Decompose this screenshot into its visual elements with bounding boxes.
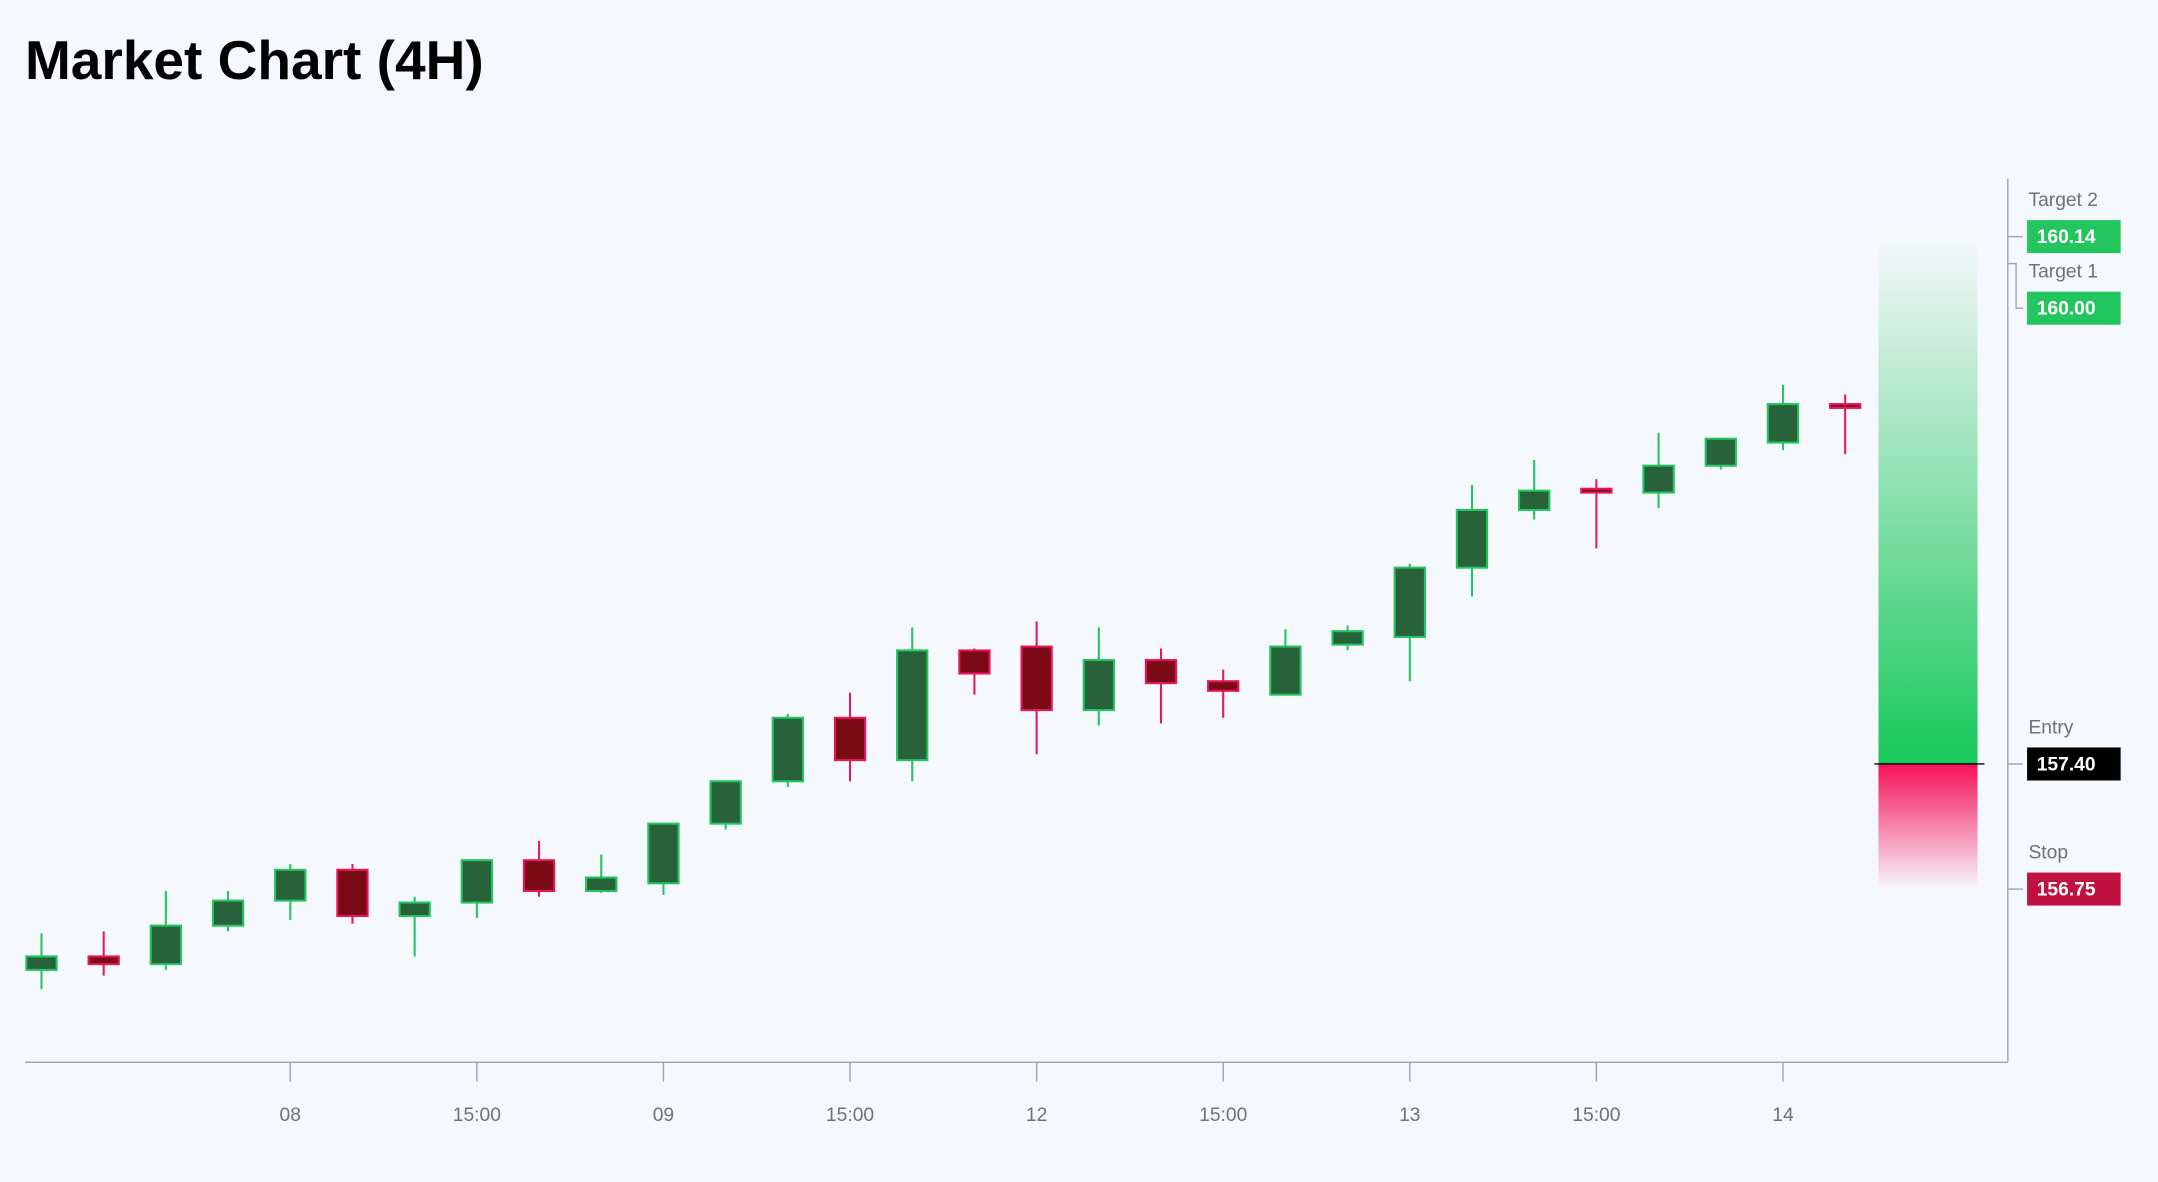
candle-body [1455,508,1489,569]
level-value: 157.40 [2037,754,2096,775]
candle-body [1704,437,1737,467]
candle-body [1144,659,1178,685]
level-badge [2027,747,2121,781]
candle-body [896,649,929,762]
level-value: 160.00 [2037,299,2096,320]
level-badge [2027,220,2121,254]
profit-zone [1878,236,1978,764]
candle-body [1393,566,1426,638]
candle-body [833,716,867,762]
x-tick-label: 08 [280,1105,301,1126]
candle-body [1207,680,1240,692]
x-tick-label: 12 [1026,1105,1047,1126]
candle-body [1580,487,1613,494]
x-tick-label: 15:00 [1572,1105,1620,1126]
candle-body [1642,464,1675,494]
candle-body [211,899,245,927]
candle-body [1518,489,1551,511]
level-badge [2027,291,2121,325]
candle-body [1020,645,1053,712]
chart-title: Market Chart (4H) [25,29,484,91]
x-tick-label: 09 [653,1105,674,1126]
x-tick-label: 15:00 [1199,1105,1247,1126]
candle-body [336,868,369,918]
candle-body [771,716,805,783]
candle-body [647,822,680,885]
candle-body [585,876,618,893]
x-tick-label: 14 [1772,1105,1794,1126]
candle-body [87,955,120,966]
loss-zone [1878,763,1978,890]
candle-body [1766,403,1800,444]
level-name: Target 1 [2028,261,2098,282]
candle-body [709,780,742,825]
x-tick-label: 13 [1399,1105,1420,1126]
candle-body [398,901,431,918]
level-value: 160.14 [2037,227,2096,248]
level-connector [2007,262,2023,309]
x-tick-label: 15:00 [453,1105,501,1126]
candle-body [460,859,494,904]
x-tick-label: 15:00 [826,1105,874,1126]
level-value: 156.75 [2037,880,2096,901]
level-name: Stop [2028,842,2068,863]
level-badge [2027,872,2121,906]
candle-body [1331,630,1364,646]
candle-body [149,924,183,966]
candle-body [1269,645,1302,696]
candle-body [274,868,307,902]
level-name: Target 2 [2028,190,2098,211]
candle-body [522,859,556,893]
candle-body [1828,403,1862,409]
candle-body [25,955,58,971]
candle-body [958,649,991,675]
candle-body [1082,659,1115,712]
level-name: Entry [2028,717,2073,738]
